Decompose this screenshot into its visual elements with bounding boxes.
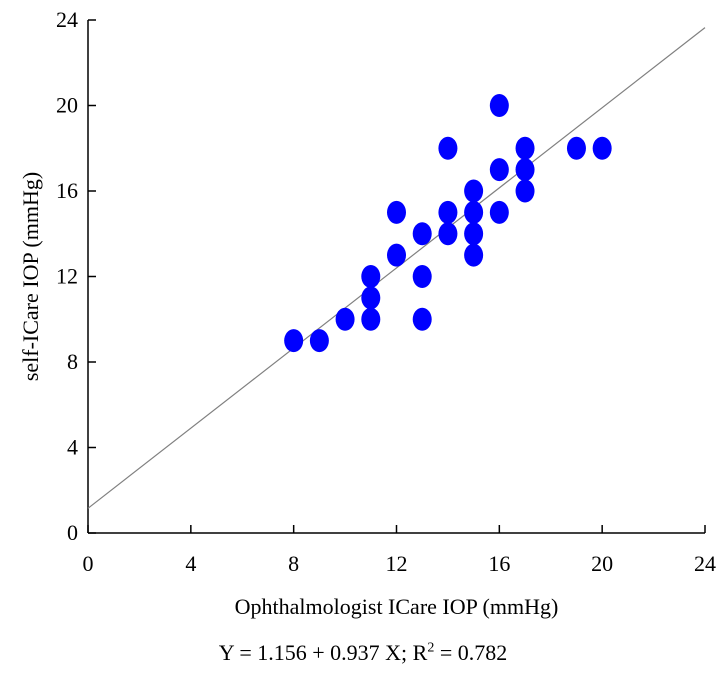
- equation-prefix: Y = 1.156 + 0.937 X; R: [218, 640, 428, 665]
- data-point: [412, 265, 432, 288]
- y-tick-label: 12: [56, 264, 78, 289]
- x-tick-label: 20: [591, 551, 613, 576]
- equation-superscript: 2: [427, 640, 435, 656]
- data-point: [438, 136, 458, 160]
- y-tick-label: 16: [56, 178, 78, 203]
- data-point: [387, 243, 406, 267]
- y-tick-label: 24: [56, 7, 78, 32]
- data-point: [515, 179, 535, 203]
- x-tick-label: 8: [288, 551, 299, 576]
- data-point: [361, 286, 381, 310]
- data-point: [464, 200, 484, 224]
- data-point: [515, 136, 535, 160]
- data-point: [489, 94, 509, 117]
- x-tick-label: 16: [488, 551, 510, 576]
- data-point: [438, 222, 458, 246]
- data-point: [412, 222, 432, 246]
- equation-suffix: = 0.782: [434, 640, 508, 665]
- data-point: [515, 158, 535, 182]
- x-axis-title: Ophthalmologist ICare IOP (mmHg): [235, 594, 559, 619]
- data-point: [361, 307, 381, 331]
- y-tick-label: 4: [67, 435, 78, 460]
- data-point: [489, 200, 509, 224]
- regression-line: [87, 27, 706, 509]
- y-tick-label: 20: [56, 93, 78, 118]
- data-point: [387, 200, 406, 224]
- data-point: [335, 307, 355, 331]
- x-tick-label: 4: [185, 551, 196, 576]
- data-point: [464, 179, 484, 203]
- data-point: [566, 136, 586, 160]
- y-tick-label: 8: [67, 349, 78, 374]
- regression-equation: Y = 1.156 + 0.937 X; R2 = 0.782: [0, 640, 726, 666]
- x-tick-label: 0: [83, 551, 94, 576]
- x-tick-label: 12: [386, 551, 408, 576]
- data-point: [464, 222, 484, 246]
- data-point: [361, 265, 381, 288]
- data-point: [489, 158, 509, 182]
- x-tick-label: 24: [694, 551, 716, 576]
- data-point: [284, 329, 304, 353]
- data-point: [464, 243, 484, 267]
- data-point: [438, 200, 458, 224]
- data-point: [592, 136, 612, 160]
- y-tick-label: 0: [67, 520, 78, 545]
- data-point: [309, 329, 329, 353]
- y-axis-title: self-ICare IOP (mmHg): [18, 172, 43, 381]
- data-point: [412, 307, 432, 331]
